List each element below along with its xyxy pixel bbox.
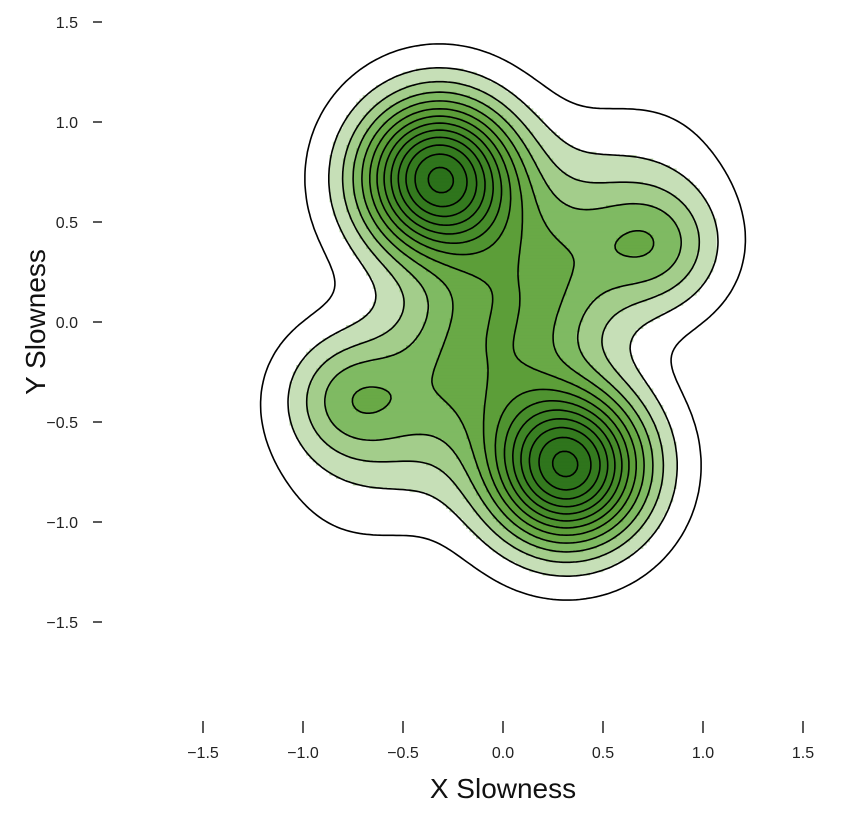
contour-layer — [259, 43, 747, 601]
x-tick-label: 0.5 — [592, 745, 614, 762]
contour-line — [287, 67, 719, 577]
y-tick-label: 0.0 — [56, 315, 78, 332]
x-tick-label: −1.0 — [287, 745, 319, 762]
x-axis-title: X Slowness — [430, 773, 576, 804]
y-tick-label: −1.5 — [46, 615, 78, 632]
contour-line — [351, 100, 655, 544]
y-tick-label: −0.5 — [46, 415, 78, 432]
contour-line — [397, 136, 609, 508]
x-tick-label: 1.0 — [692, 745, 714, 762]
y-tick-label: 1.0 — [56, 115, 78, 132]
y-tick-label: −1.0 — [46, 515, 78, 532]
x-tick-label: 1.5 — [792, 745, 814, 762]
contour-line — [427, 166, 579, 478]
y-axis-title: Y Slowness — [20, 249, 51, 395]
contour-line — [376, 115, 630, 529]
contour-line — [259, 43, 747, 601]
x-tick-label: 0.0 — [492, 745, 514, 762]
contour-line — [369, 108, 637, 536]
contour-line — [383, 122, 623, 522]
contour-line — [305, 80, 701, 564]
x-axis: X Slowness −1.5 −1.0 −0.5 0.0 0.5 1.0 1.5 — [187, 721, 814, 804]
contour-line — [324, 91, 682, 553]
x-tick-label: −1.5 — [187, 745, 219, 762]
contour-line — [414, 153, 592, 491]
y-tick-label: 0.5 — [56, 215, 78, 232]
y-tick-label: 1.5 — [56, 15, 78, 32]
contour-line — [390, 129, 616, 515]
x-tick-label: −0.5 — [387, 745, 419, 762]
contour-line — [405, 144, 601, 500]
y-axis: Y Slowness 1.5 1.0 0.5 0.0 −0.5 −1.0 −1.5 — [20, 15, 102, 632]
